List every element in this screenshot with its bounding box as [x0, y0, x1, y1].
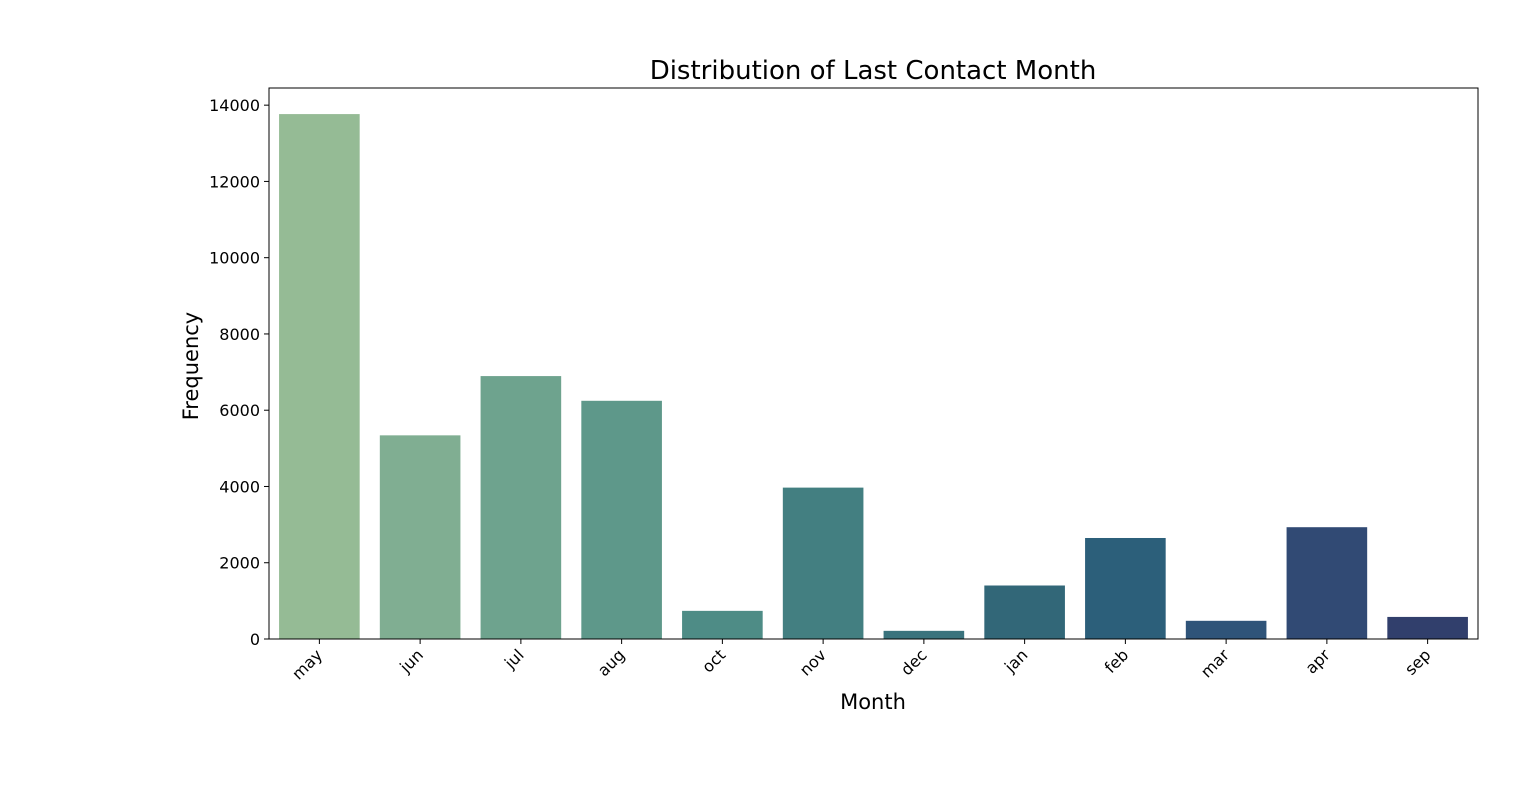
- x-tick-label: jun: [395, 645, 427, 677]
- x-tick-label: sep: [1401, 645, 1434, 678]
- bar-jul: [480, 376, 562, 639]
- x-tick-label: may: [288, 645, 326, 683]
- bar-sep: [1387, 616, 1468, 639]
- chart-title: Distribution of Last Contact Month: [650, 56, 1097, 86]
- bars-group: [279, 114, 1468, 640]
- x-tick-label: feb: [1101, 645, 1133, 677]
- plot-area-frame: [268, 87, 1479, 640]
- y-tick-label: 2000: [219, 554, 260, 573]
- bar-may: [279, 114, 360, 640]
- x-tick-label: nov: [796, 645, 830, 679]
- x-axis-label: Month: [840, 690, 906, 714]
- y-tick-label: 8000: [219, 325, 260, 344]
- y-tick-label: 10000: [209, 249, 260, 268]
- x-axis-ticks: may jun jul aug oct nov dec jan feb mar apr sep: [288, 639, 1434, 683]
- x-tick-label: jan: [1000, 645, 1031, 676]
- x-tick-label: apr: [1301, 645, 1333, 677]
- bar-nov: [782, 487, 864, 639]
- bar-mar: [1185, 620, 1267, 639]
- y-tick-label: 6000: [219, 401, 260, 420]
- x-tick-label: dec: [897, 645, 931, 679]
- y-tick-label: 14000: [209, 96, 260, 115]
- bar-dec: [883, 630, 965, 639]
- bar-oct: [682, 610, 763, 639]
- y-tick-label: 4000: [219, 477, 260, 496]
- y-axis-label: Frequency: [179, 312, 203, 421]
- y-tick-label: 0: [250, 630, 260, 649]
- bar-jun: [379, 435, 461, 639]
- y-axis-ticks: 0 2000 4000 6000 8000 10000 12000 14000: [209, 96, 269, 649]
- bar-feb: [1085, 537, 1166, 639]
- bar-jan: [984, 585, 1065, 639]
- y-tick-label: 12000: [209, 172, 260, 191]
- x-tick-label: mar: [1197, 645, 1233, 681]
- bar-apr: [1286, 527, 1368, 639]
- x-tick-label: jul: [500, 645, 528, 673]
- x-tick-label: oct: [698, 645, 729, 676]
- bar-aug: [581, 400, 662, 639]
- x-tick-label: aug: [594, 645, 629, 680]
